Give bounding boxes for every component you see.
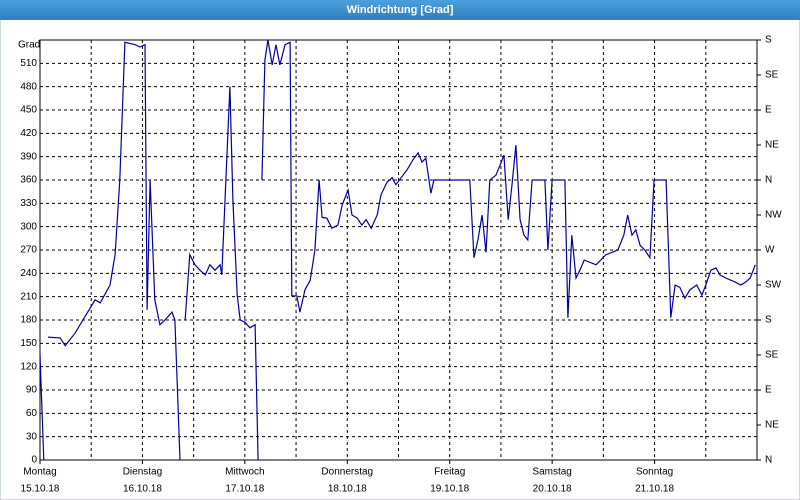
y2-tick-label: SE bbox=[765, 70, 779, 81]
y-tick-label: 240 bbox=[20, 268, 37, 279]
plot-border bbox=[39, 39, 758, 461]
y-tick-label: 270 bbox=[20, 245, 37, 256]
y-tick-label: 180 bbox=[20, 315, 37, 326]
y-tick-label: 360 bbox=[20, 175, 37, 186]
x-tick-date: 21.10.18 bbox=[635, 484, 674, 495]
y2-tick-label: SE bbox=[765, 350, 779, 361]
y2-tick-label: E bbox=[765, 105, 772, 116]
y-tick-label: 450 bbox=[20, 105, 37, 116]
y-tick-label: 30 bbox=[26, 431, 38, 442]
y-tick-label: 420 bbox=[20, 128, 37, 139]
x-tick-label: Samstag bbox=[532, 467, 571, 478]
x-tick-label: Donnerstag bbox=[321, 467, 373, 478]
x-tick-label: Mittwoch bbox=[225, 467, 264, 478]
line bbox=[261, 39, 756, 318]
y-tick-label: 0 bbox=[31, 455, 37, 466]
x-tick-label: Sonntag bbox=[636, 467, 673, 478]
y-tick-label: 330 bbox=[20, 198, 37, 209]
y2-tick-label: NW bbox=[765, 210, 782, 221]
y2-tick-label: S bbox=[765, 315, 772, 326]
y2-tick-label: SW bbox=[765, 280, 782, 291]
y2-tick-label: E bbox=[765, 385, 772, 396]
line bbox=[48, 41, 181, 461]
y2-tick-label: N bbox=[765, 175, 772, 186]
title-bar bbox=[0, 0, 800, 20]
y-tick-label: 480 bbox=[20, 81, 37, 92]
x-tick-date: 15.10.18 bbox=[21, 484, 60, 495]
x-tick-date: 19.10.18 bbox=[430, 484, 469, 495]
chart-title: Windrichtung [Grad] bbox=[347, 4, 454, 16]
y-tick-label: 300 bbox=[20, 221, 37, 232]
y-tick-label: 90 bbox=[26, 385, 38, 396]
y-tick-label: 60 bbox=[26, 408, 38, 419]
y2-tick-label: NE bbox=[765, 140, 779, 151]
x-tick-label: Freitag bbox=[434, 467, 465, 478]
x-tick-date: 20.10.18 bbox=[533, 484, 572, 495]
line bbox=[39, 354, 45, 461]
x-tick-label: Dienstag bbox=[123, 467, 162, 478]
y2-tick-label: N bbox=[765, 455, 772, 466]
x-tick-label: Montag bbox=[23, 467, 56, 478]
x-tick-date: 18.10.18 bbox=[328, 484, 367, 495]
x-tick-date: 17.10.18 bbox=[225, 484, 264, 495]
y-tick-label: 390 bbox=[20, 151, 37, 162]
line bbox=[184, 86, 259, 461]
y2-tick-label: W bbox=[765, 245, 775, 256]
y-tick-label: 510 bbox=[20, 58, 37, 69]
x-tick-date: 16.10.18 bbox=[123, 484, 162, 495]
y2-tick-label: NE bbox=[765, 420, 779, 431]
y-tick-label: 210 bbox=[20, 291, 37, 302]
y-axis-label: Grad bbox=[18, 40, 40, 51]
y2-tick-label: S bbox=[765, 35, 772, 46]
y-tick-label: 150 bbox=[20, 338, 37, 349]
y-tick-label: 120 bbox=[20, 361, 37, 372]
